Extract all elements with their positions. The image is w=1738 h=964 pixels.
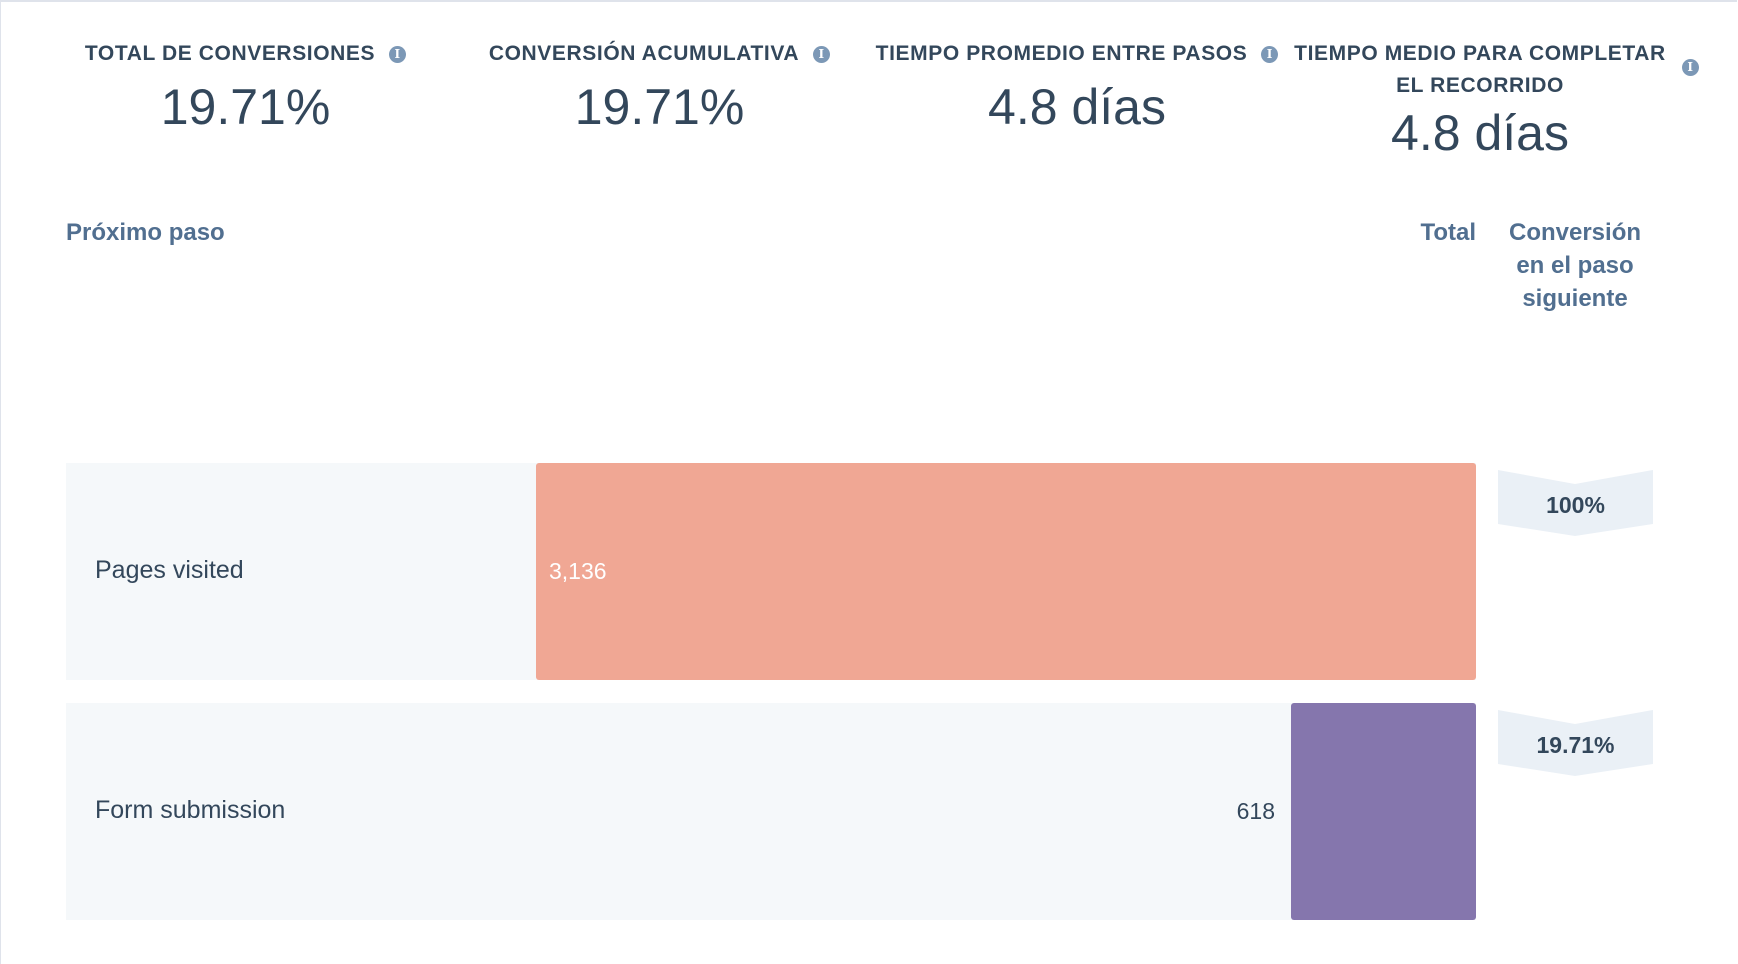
column-header-line: en el paso (1516, 252, 1634, 279)
info-icon[interactable]: i (389, 46, 407, 63)
column-header-next-step-conversion[interactable]: Conversión en el paso siguiente (1490, 216, 1660, 315)
kpi-total-conversions: TOTAL DE CONVERSIONES i 19.71% (78, 38, 413, 136)
kpi-title-line2: EL RECORRIDO (1396, 74, 1564, 97)
conversion-badge: 100% (1498, 470, 1653, 540)
kpi-value: 19.71% (160, 79, 331, 135)
column-header-line: Conversión (1508, 219, 1642, 246)
kpi-avg-time-between-steps: TIEMPO PROMEDIO ENTRE PASOS i 4.8 días (872, 38, 1282, 136)
column-header-line: siguiente (1522, 285, 1628, 312)
kpi-title: CONVERSIÓN ACUMULATIVA (488, 42, 800, 65)
info-icon[interactable]: i (1682, 59, 1699, 76)
column-header-next-step[interactable]: Próximo paso (66, 219, 225, 246)
kpi-value: 4.8 días (988, 79, 1166, 135)
kpi-avg-time-to-complete: TIEMPO MEDIO PARA COMPLETAR EL RECORRIDO… (1290, 38, 1670, 162)
table-row[interactable] (66, 703, 1476, 920)
kpi-cumulative-conversion: CONVERSIÓN ACUMULATIVA i 19.71% (482, 38, 837, 136)
kpi-title: TIEMPO PROMEDIO ENTRE PASOS (875, 42, 1248, 65)
kpi-title: TOTAL DE CONVERSIONES (84, 42, 376, 65)
kpi-value: 19.71% (574, 79, 745, 135)
conversion-value: 19.71% (1536, 732, 1615, 758)
badge-chevron-shape (1498, 470, 1653, 536)
info-icon[interactable]: i (1261, 46, 1279, 63)
kpi-title-line1: TIEMPO MEDIO PARA COMPLETAR (1294, 42, 1666, 65)
conversion-value: 100% (1546, 492, 1605, 518)
funnel-bar[interactable] (536, 463, 1476, 680)
funnel-bar[interactable] (1291, 703, 1476, 920)
step-label: Form submission (95, 796, 286, 824)
bar-value: 3,136 (549, 558, 607, 584)
kpi-value: 4.8 días (1391, 105, 1569, 161)
column-header-total[interactable]: Total (1420, 219, 1476, 246)
bar-value: 618 (1236, 798, 1275, 824)
info-icon[interactable]: i (813, 46, 831, 63)
conversion-badge: 19.71% (1498, 710, 1653, 780)
step-label: Pages visited (95, 556, 244, 584)
badge-chevron-shape (1498, 710, 1653, 776)
